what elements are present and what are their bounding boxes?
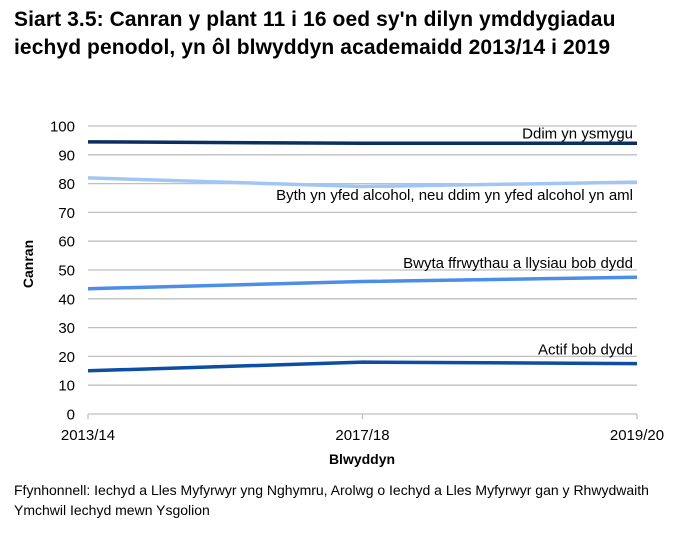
series-line — [87, 140, 637, 146]
x-axis-ticks: 2013/14 2017/18 2019/20 — [61, 414, 664, 444]
series-label: Byth yn yfed alcohol, neu ddim yn yfed a… — [276, 187, 633, 204]
series-label: Ddim yn ysmygu — [522, 125, 633, 142]
source-note: Ffynhonnell: Iechyd a Lles Myfyrwyr yng … — [14, 482, 649, 518]
gridlines — [88, 125, 637, 415]
y-axis-label: Canran — [20, 240, 36, 288]
y-tick-label: 70 — [58, 205, 75, 222]
y-tick-label: 30 — [58, 320, 75, 337]
x-tick-label: 2013/14 — [61, 427, 115, 444]
y-tick-label: 40 — [58, 291, 75, 308]
y-tick-label: 0 — [67, 407, 75, 424]
series-label: Bwyta ffrwythau a llysiau bob dydd — [403, 255, 633, 272]
series-line — [87, 275, 638, 291]
y-tick-label: 100 — [50, 119, 75, 136]
y-tick-label: 10 — [58, 378, 75, 395]
x-tick-label: 2019/20 — [610, 427, 664, 444]
x-axis-label: Blwyddyn — [329, 451, 395, 467]
y-tick-label: 90 — [58, 147, 75, 164]
y-axis-ticks: 0 10 20 30 40 50 60 70 80 90 100 — [50, 119, 75, 424]
series-line — [87, 360, 638, 373]
y-tick-label: 80 — [58, 176, 75, 193]
series-lines — [87, 140, 638, 373]
series-label: Actif bob dydd — [538, 342, 633, 359]
y-tick-label: 50 — [58, 263, 75, 280]
series-labels: Ddim yn ysmygu Byth yn yfed alcohol, neu … — [276, 125, 633, 358]
x-tick-label: 2017/18 — [335, 427, 389, 444]
series-line — [87, 176, 638, 189]
chart-title: Siart 3.5: Canran y plant 11 i 16 oed sy… — [14, 8, 616, 59]
y-tick-label: 20 — [58, 349, 75, 366]
y-tick-label: 60 — [58, 234, 75, 251]
